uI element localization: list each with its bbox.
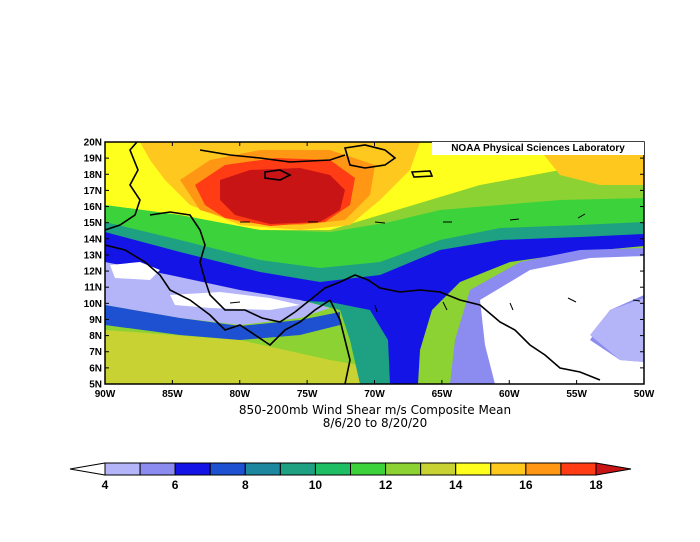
- wind-arrow: [229, 301, 241, 304]
- credit-label: NOAA Physical Sciences Laboratory: [432, 142, 644, 155]
- jamaica-coast: [264, 169, 292, 181]
- colorbar-segment: [244, 462, 281, 476]
- colombia-interior: [329, 299, 351, 384]
- shear-band-blue: [105, 232, 644, 384]
- lon-label: 90W: [95, 389, 116, 400]
- wind-arrow: [567, 297, 577, 303]
- colorbar-tick-label: 12: [379, 478, 393, 492]
- lat-label: 18N: [84, 170, 102, 181]
- shear-band-blue-south: [105, 305, 340, 340]
- lon-label: 50W: [634, 389, 655, 400]
- colorbar-tick-label: 18: [589, 478, 603, 492]
- lat-label: 6N: [89, 363, 102, 374]
- colorbar-segment: [455, 462, 492, 476]
- cuba-coast: [199, 149, 346, 163]
- hispaniola-coast: [343, 144, 397, 169]
- date-range: 8/6/20 to 8/20/20: [322, 416, 428, 430]
- colorbar-segment: [350, 462, 387, 476]
- colorbar-segment: [560, 462, 597, 476]
- lat-label: 10N: [84, 299, 102, 310]
- lat-label: 14N: [84, 234, 102, 245]
- colorbar-segment: [104, 462, 141, 476]
- lon-label: 65W: [432, 389, 453, 400]
- south-america-north-coast: [294, 274, 601, 381]
- colorbar-tick-label: 14: [449, 478, 463, 492]
- shear-band-white-west: [110, 262, 160, 280]
- colorbar-tick-label: 6: [172, 478, 179, 492]
- lat-label: 16N: [84, 202, 102, 213]
- wind-arrow: [632, 299, 641, 302]
- colorbar-segment: [385, 462, 422, 476]
- shear-max-red: [220, 168, 345, 224]
- wind-arrow: [577, 213, 586, 219]
- wind-arrow: [509, 218, 520, 221]
- wind-arrow: [374, 304, 378, 313]
- colorbar-tick-label: 10: [309, 478, 323, 492]
- lat-label: 8N: [89, 331, 102, 342]
- shear-band-lavender-patch: [590, 298, 644, 362]
- wind-arrow: [442, 301, 448, 311]
- shear-band-orange-east: [540, 145, 644, 185]
- colorbar-segment: [420, 462, 457, 476]
- colorbar-segment: [490, 462, 527, 476]
- wind-vectors: [229, 213, 641, 313]
- central-america-pacific-coast: [105, 244, 331, 347]
- central-america-coast: [105, 142, 141, 231]
- wind-arrow: [509, 302, 514, 311]
- lon-label: 70W: [364, 389, 385, 400]
- latitude-axis: 5N 6N 7N 8N 9N 10N 11N 12N 13N 14N 15N 16N 17N 18N 19N…: [84, 138, 644, 391]
- map-title: 850-200mb Wind Shear m/s Composite Mean: [238, 403, 512, 417]
- colorbar: 4 6 8 10 12 14 16 18: [69, 462, 632, 492]
- lat-label: 17N: [84, 186, 102, 197]
- colorbar-segment: [174, 462, 211, 476]
- coastlines: [105, 142, 601, 384]
- colorbar-tick-label: 8: [242, 478, 249, 492]
- lon-label: 60W: [499, 389, 520, 400]
- lat-label: 9N: [89, 315, 102, 326]
- shear-band-white-central: [170, 292, 300, 310]
- central-america-caribbean-coast: [149, 211, 296, 323]
- lat-label: 7N: [89, 347, 102, 358]
- lat-label: 13N: [84, 250, 102, 261]
- shear-field: [105, 142, 644, 384]
- colorbar-tick-label: 16: [519, 478, 533, 492]
- colorbar-tick-label: 4: [102, 478, 109, 492]
- lat-label: 15N: [84, 218, 102, 229]
- longitude-axis: 90W 85W 80W 75W 70W 65W 60W 55W 50W: [95, 142, 655, 400]
- shear-band-white-east: [480, 256, 644, 384]
- lat-label: 12N: [84, 267, 102, 278]
- colorbar-segment: [525, 462, 562, 476]
- colorbar-right-arrow: [595, 462, 632, 476]
- lon-label: 80W: [229, 389, 250, 400]
- wind-arrow: [374, 221, 386, 224]
- lat-label: 5N: [89, 380, 102, 391]
- lat-label: 19N: [84, 154, 102, 165]
- lon-label: 75W: [297, 389, 318, 400]
- colorbar-segment: [279, 462, 316, 476]
- colorbar-segment: [139, 462, 176, 476]
- lon-label: 85W: [162, 389, 183, 400]
- lat-label: 11N: [84, 283, 102, 294]
- colorbar-segment: [314, 462, 351, 476]
- lat-label: 20N: [84, 138, 102, 149]
- shear-band-yellow-south: [105, 330, 420, 384]
- lon-label: 55W: [566, 389, 587, 400]
- puerto-rico-coast: [410, 170, 434, 178]
- colorbar-left-arrow: [69, 462, 106, 476]
- colorbar-segment: [209, 462, 246, 476]
